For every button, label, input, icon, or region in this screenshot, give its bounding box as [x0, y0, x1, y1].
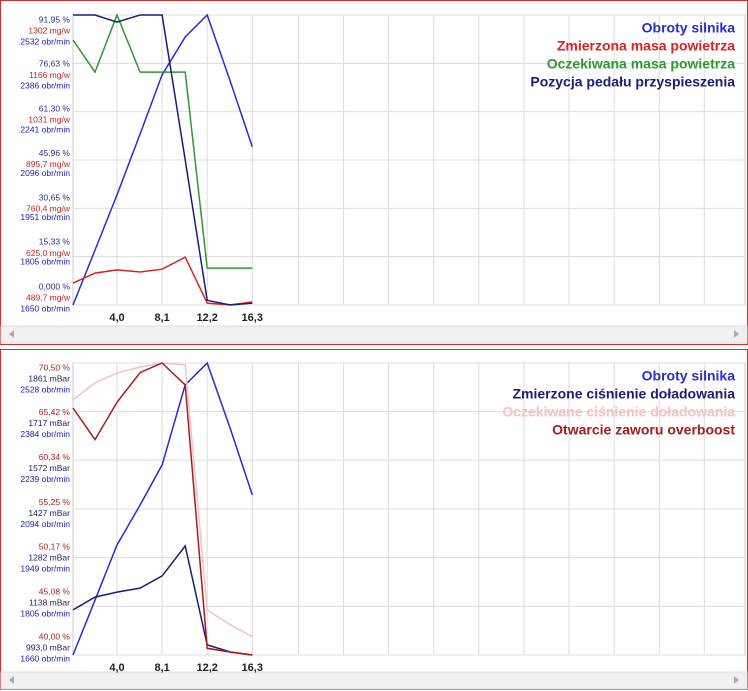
- y-tick-label: 70,50 %: [39, 362, 71, 372]
- y-tick-label: 2096 obr/min: [20, 168, 70, 178]
- y-tick-label: 1951 obr/min: [20, 212, 70, 222]
- x-tick-label: 12,2: [196, 312, 217, 324]
- y-tick-label: 2532 obr/min: [20, 36, 70, 46]
- y-tick-label: 2094 obr/min: [20, 519, 70, 529]
- scrollbar[interactable]: [0, 671, 748, 690]
- y-tick-label: 30,65 %: [39, 192, 71, 202]
- series-line: [72, 12, 253, 269]
- scrollbar[interactable]: [0, 325, 748, 344]
- y-tick-label: 60,34 %: [39, 452, 71, 462]
- series-line: [72, 256, 253, 306]
- y-tick-label: 489,7 mg/w: [26, 292, 71, 302]
- y-tick-label: 1861 mBar: [28, 373, 70, 383]
- y-tick-label: 1427 mBar: [28, 508, 70, 518]
- legend-entry: Zmierzona masa powietrza: [557, 38, 735, 54]
- x-tick-label: 8,1: [154, 312, 169, 324]
- legend-entry: Pozycja pedału przyspieszenia: [530, 74, 735, 90]
- y-tick-label: 760,4 mg/w: [26, 203, 71, 213]
- scroll-right[interactable]: [734, 676, 739, 684]
- y-tick-label: 45,96 %: [39, 148, 71, 158]
- series-line: [72, 544, 253, 656]
- x-tick-label: 16,3: [242, 312, 263, 324]
- y-tick-label: 15,33 %: [39, 237, 71, 247]
- y-tick-label: 1166 mg/w: [29, 70, 71, 80]
- y-tick-label: 1805 obr/min: [20, 608, 70, 618]
- y-tick-label: 1650 obr/min: [20, 303, 70, 313]
- y-tick-label: 55,25 %: [39, 497, 71, 507]
- y-tick-label: 76,63 %: [39, 59, 71, 69]
- y-tick-label: 625,0 mg/w: [26, 248, 71, 258]
- y-tick-label: 1282 mBar: [28, 553, 70, 563]
- y-tick-label: 91,95 %: [39, 14, 71, 24]
- y-tick-label: 50,17 %: [39, 542, 71, 552]
- legend-entry: Oczekiwane ciśnienie doładowania: [502, 404, 735, 420]
- y-tick-label: 2386 obr/min: [20, 80, 70, 90]
- x-tick-label: 8,1: [154, 662, 169, 674]
- series-line: [72, 361, 254, 656]
- y-tick-label: 895,7 mg/w: [26, 159, 71, 169]
- y-tick-label: 61,30 %: [39, 103, 71, 113]
- series-line: [72, 13, 254, 306]
- y-tick-label: 2528 obr/min: [20, 384, 70, 394]
- y-tick-label: 1717 mBar: [28, 418, 70, 428]
- y-tick-label: 2384 obr/min: [20, 429, 70, 439]
- y-tick-label: 65,42 %: [39, 407, 71, 417]
- y-tick-label: 1660 obr/min: [20, 653, 70, 663]
- scroll-left[interactable]: [9, 676, 14, 684]
- y-tick-label: 2241 obr/min: [20, 124, 70, 134]
- y-tick-label: 993,0 mBar: [26, 642, 70, 652]
- y-tick-label: 1949 obr/min: [20, 564, 70, 574]
- legend-entry: Oczekiwana masa powietrza: [547, 56, 736, 72]
- x-tick-label: 4,0: [109, 312, 124, 324]
- scroll-left[interactable]: [9, 330, 14, 338]
- y-tick-label: 1302 mg/w: [28, 25, 70, 35]
- series-line: [72, 362, 253, 656]
- y-tick-label: 1572 mBar: [28, 463, 70, 473]
- y-tick-label: 1031 mg/w: [28, 114, 70, 124]
- x-tick-label: 4,0: [109, 662, 124, 674]
- y-tick-label: 45,08 %: [39, 586, 71, 596]
- series-line: [73, 14, 253, 306]
- legend-entry: Obroty silnika: [642, 368, 736, 384]
- legend-entry: Otwarcie zaworu overboost: [552, 422, 735, 438]
- x-tick-label: 16,3: [242, 662, 263, 674]
- y-tick-label: 40,00 %: [39, 631, 71, 641]
- legend-entry: Obroty silnika: [642, 20, 736, 36]
- x-tick-label: 12,2: [196, 662, 217, 674]
- scroll-right[interactable]: [734, 330, 739, 338]
- legend-entry: Zmierzone ciśnienie doładowania: [513, 386, 736, 402]
- y-tick-label: 1138 mBar: [29, 597, 70, 607]
- y-tick-label: 1805 obr/min: [20, 256, 70, 266]
- y-tick-label: 0,000 %: [39, 281, 71, 291]
- y-tick-label: 2239 obr/min: [20, 474, 70, 484]
